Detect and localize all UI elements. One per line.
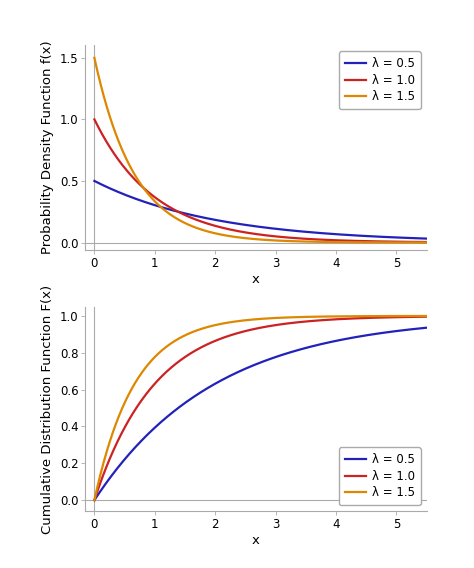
λ = 0.5 <box>424 235 429 242</box>
λ = 1.0 <box>91 497 97 504</box>
Legend: λ = 0.5, λ = 1.0, λ = 1.5: λ = 0.5, λ = 1.0, λ = 1.5 <box>339 448 421 506</box>
λ = 1.0 <box>233 227 239 234</box>
λ = 1.0 <box>424 314 429 320</box>
λ = 1.0 <box>424 239 429 245</box>
λ = 0.5 <box>233 370 239 377</box>
λ = 0.5 <box>219 377 225 383</box>
λ = 1.5 <box>219 231 225 238</box>
λ = 1.0 <box>417 239 423 245</box>
λ = 1.0 <box>129 411 135 417</box>
Line: λ = 0.5: λ = 0.5 <box>94 181 427 239</box>
λ = 1.5 <box>417 312 423 319</box>
Legend: λ = 0.5, λ = 1.0, λ = 1.5: λ = 0.5, λ = 1.0, λ = 1.5 <box>339 51 421 109</box>
λ = 1.5 <box>91 55 97 61</box>
Line: λ = 1.0: λ = 1.0 <box>94 119 427 242</box>
λ = 1.5 <box>91 497 97 504</box>
λ = 0.5 <box>382 329 387 336</box>
λ = 1.5 <box>149 357 155 364</box>
λ = 0.5 <box>219 218 225 224</box>
Line: λ = 0.5: λ = 0.5 <box>94 328 427 500</box>
λ = 0.5 <box>149 201 155 208</box>
Y-axis label: Cumulative Distribution Function F(x): Cumulative Distribution Function F(x) <box>41 285 54 533</box>
λ = 1.5 <box>382 312 387 319</box>
λ = 1.0 <box>149 383 155 390</box>
λ = 0.5 <box>91 178 97 185</box>
λ = 0.5 <box>233 220 239 227</box>
λ = 1.5 <box>417 239 423 246</box>
λ = 0.5 <box>382 233 387 240</box>
X-axis label: x: x <box>252 273 260 286</box>
λ = 1.0 <box>129 173 135 180</box>
λ = 1.5 <box>424 312 429 319</box>
λ = 0.5 <box>149 427 155 434</box>
λ = 1.5 <box>233 233 239 240</box>
λ = 1.5 <box>233 318 239 325</box>
λ = 0.5 <box>424 324 429 331</box>
λ = 1.5 <box>424 239 429 246</box>
λ = 1.0 <box>149 191 155 198</box>
Y-axis label: Probability Density Function f(x): Probability Density Function f(x) <box>41 41 54 254</box>
λ = 1.5 <box>129 385 135 391</box>
λ = 1.0 <box>219 224 225 231</box>
λ = 1.0 <box>382 238 387 245</box>
Line: λ = 1.0: λ = 1.0 <box>94 317 427 500</box>
λ = 1.0 <box>382 314 387 321</box>
λ = 1.5 <box>382 239 387 246</box>
Line: λ = 1.5: λ = 1.5 <box>94 58 427 243</box>
λ = 1.0 <box>219 335 225 342</box>
λ = 1.5 <box>149 195 155 202</box>
λ = 0.5 <box>91 497 97 504</box>
λ = 1.0 <box>417 314 423 320</box>
X-axis label: x: x <box>252 534 260 547</box>
λ = 1.5 <box>219 320 225 327</box>
λ = 0.5 <box>129 194 135 201</box>
λ = 0.5 <box>129 447 135 454</box>
λ = 1.0 <box>233 330 239 337</box>
λ = 1.0 <box>91 116 97 123</box>
λ = 0.5 <box>417 325 423 332</box>
λ = 1.5 <box>129 167 135 174</box>
λ = 0.5 <box>417 235 423 242</box>
Line: λ = 1.5: λ = 1.5 <box>94 316 427 500</box>
